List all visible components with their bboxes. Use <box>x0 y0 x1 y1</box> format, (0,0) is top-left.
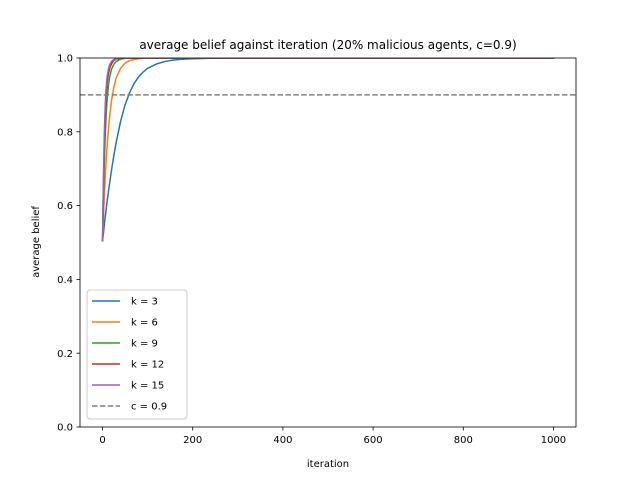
x-tick-label: 400 <box>273 435 292 446</box>
y-tick-label: 0.2 <box>57 349 73 360</box>
legend-items: k = 3 k = 6 k = 9 k = 12 k = 15 c = 0.9 <box>92 297 167 413</box>
y-tick-label: 1.0 <box>57 54 73 65</box>
plot-frame <box>79 57 577 428</box>
x-tick-label: 0 <box>99 435 105 446</box>
x-tick-label: 800 <box>454 435 473 446</box>
y-axis-ticks: 0.0 0.2 0.4 0.6 0.8 1.0 <box>57 54 80 434</box>
legend-label-1: k = 6 <box>131 318 158 329</box>
y-tick-label: 0.4 <box>57 275 73 286</box>
series-layer <box>80 58 576 242</box>
y-axis-label: average belief <box>31 206 42 278</box>
legend-label-2: k = 9 <box>131 339 158 350</box>
x-tick-label: 600 <box>364 435 383 446</box>
plot-area <box>79 57 577 428</box>
chart-title: average belief against iteration (20% ma… <box>139 38 516 52</box>
x-tick-label: 200 <box>183 435 202 446</box>
x-axis-label: iteration <box>307 459 349 470</box>
legend-frame <box>86 289 188 420</box>
y-tick-label: 0.0 <box>57 423 73 434</box>
legend-label-3: k = 12 <box>131 360 164 371</box>
legend-label-4: k = 15 <box>131 381 164 392</box>
legend-label-5: c = 0.9 <box>131 402 167 413</box>
series-line-4 <box>101 58 555 242</box>
x-tick-label: 1000 <box>541 435 566 446</box>
series-line-1 <box>101 58 555 242</box>
series-line-0 <box>101 58 555 242</box>
legend-label-0: k = 3 <box>131 297 158 308</box>
legend: k = 3 k = 6 k = 9 k = 12 k = 15 c = 0.9 <box>86 289 188 420</box>
y-tick-label: 0.8 <box>57 127 73 138</box>
x-axis-ticks: 0 200 400 600 800 1000 <box>99 427 566 446</box>
y-tick-label: 0.6 <box>57 201 73 212</box>
